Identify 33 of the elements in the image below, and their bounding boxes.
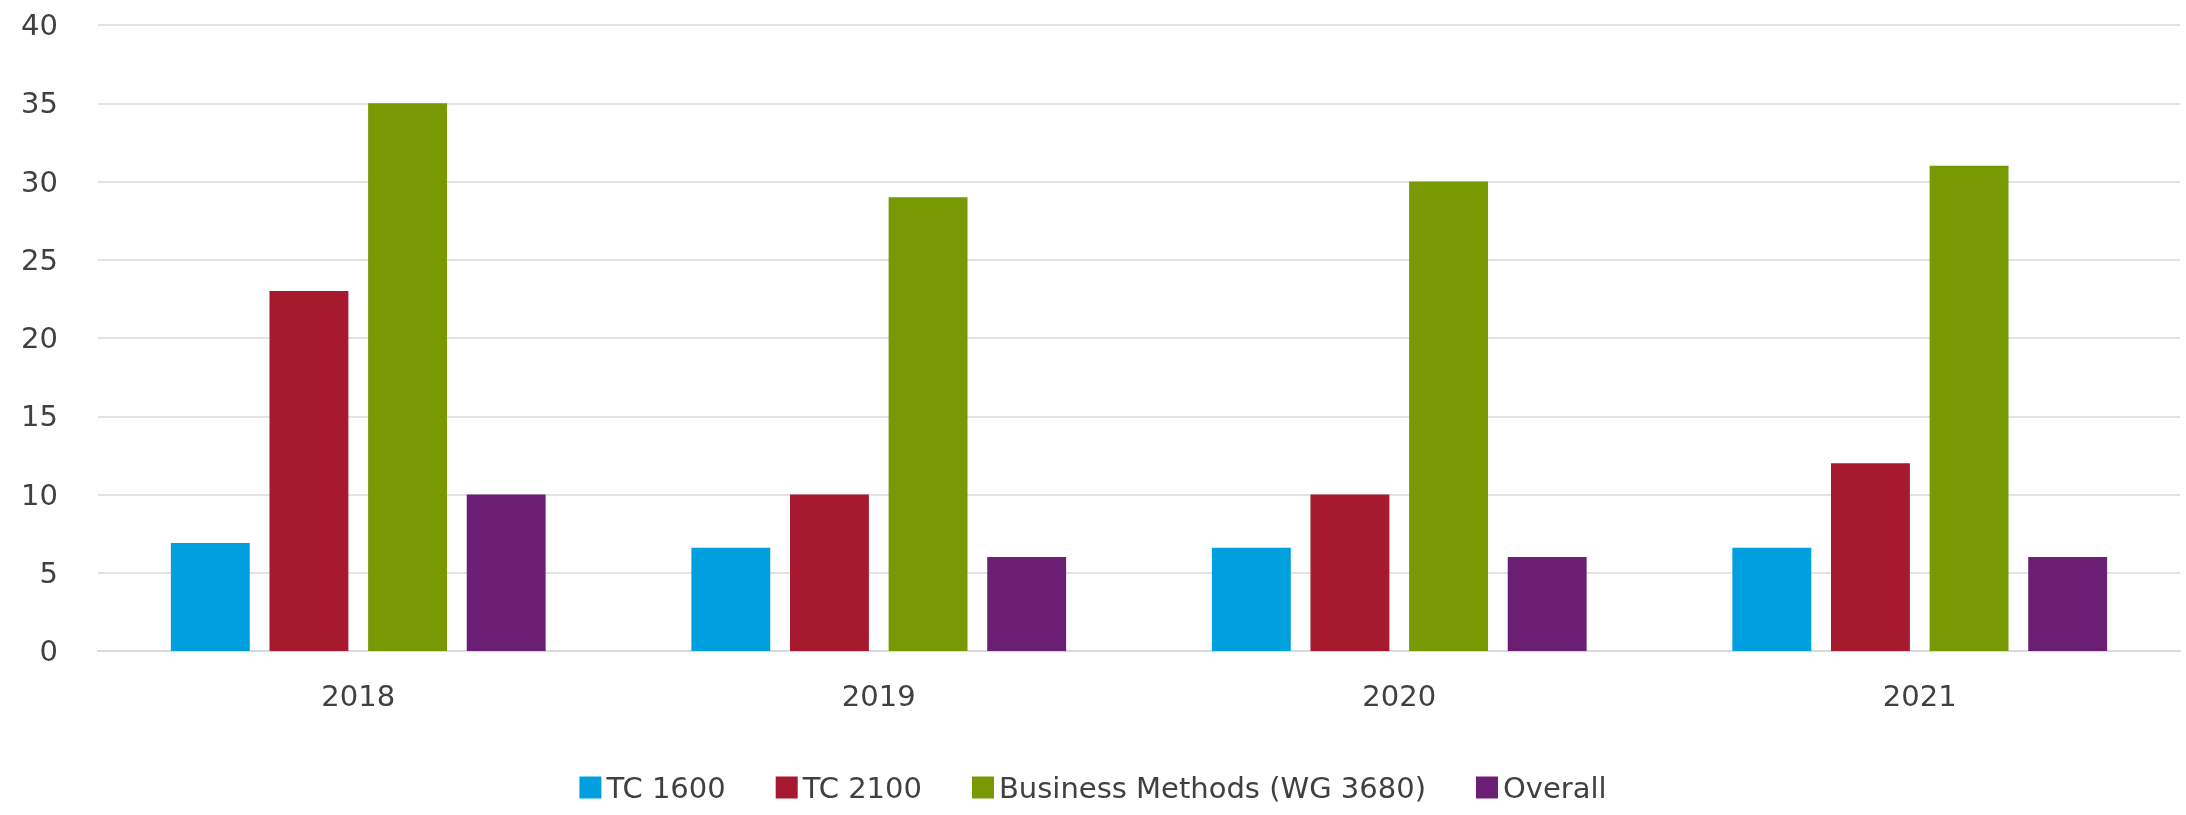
bar [1507, 557, 1587, 651]
bar [466, 494, 546, 651]
bar [2028, 557, 2108, 651]
y-tick-label: 30 [21, 164, 58, 199]
y-tick-label: 15 [21, 399, 58, 434]
y-tick-label: 25 [21, 242, 58, 277]
x-tick-label: 2021 [1882, 678, 1957, 713]
bar [1409, 181, 1489, 651]
bar [1929, 165, 2009, 651]
bar [269, 291, 349, 651]
bar [170, 543, 250, 651]
legend-label: Overall [1502, 770, 1607, 805]
legend-label: TC 1600 [605, 770, 726, 805]
y-tick-label: 0 [39, 634, 58, 668]
bar [1732, 547, 1812, 651]
bar [368, 103, 448, 651]
bar [888, 197, 968, 651]
y-tick-label: 40 [21, 8, 58, 42]
y-tick-label: 5 [39, 555, 58, 590]
bar [691, 547, 771, 651]
bar [1310, 494, 1390, 651]
bar [1211, 547, 1291, 651]
y-tick-label: 20 [21, 321, 58, 355]
x-tick-label: 2020 [1362, 678, 1437, 713]
legend-label: TC 2100 [801, 770, 922, 805]
bar [987, 557, 1067, 651]
legend-label: Business Methods (WG 3680) [998, 770, 1426, 805]
x-tick-label: 2018 [321, 678, 396, 713]
x-tick-label: 2019 [841, 678, 916, 713]
y-tick-label: 35 [21, 86, 58, 121]
y-tick-label: 10 [21, 477, 58, 512]
bar [789, 494, 869, 651]
bar [1830, 463, 1910, 651]
